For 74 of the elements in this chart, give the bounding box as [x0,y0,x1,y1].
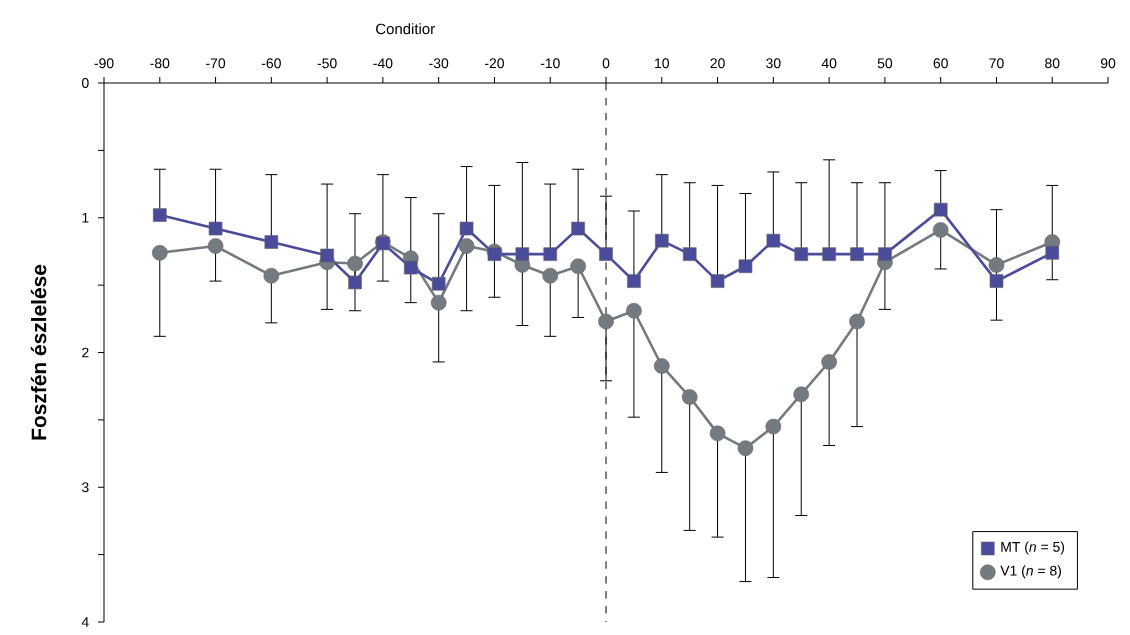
point [849,313,865,330]
point [627,274,641,288]
x-tick-label: 60 [933,58,948,69]
point [152,208,167,222]
point [710,274,725,288]
x-tick-label: -50 [317,58,337,69]
x-tick-label: 30 [766,58,781,69]
x-tick-label: 90 [1100,58,1116,69]
point [571,221,585,236]
point [932,222,949,238]
y-tick-label: 1 [82,212,89,223]
point [737,440,754,456]
point [430,294,447,311]
point [570,258,586,275]
y-tick-label: 2 [82,347,89,358]
point [878,247,892,261]
x-tick-label: 80 [1045,58,1060,69]
x-tick-label: -80 [150,58,170,69]
point [543,247,558,261]
x-tick-label: 0 [602,58,610,69]
point [348,275,362,290]
point [822,247,836,261]
point [655,233,669,248]
point [263,267,280,284]
x-tick-label: -10 [540,58,560,69]
point [988,257,1005,273]
point [208,221,223,236]
point [431,276,446,291]
point [821,354,837,370]
x-tick-label: -70 [206,58,226,69]
x-tick-label: -60 [261,58,281,69]
legend-label: V1 (n = 8) [1000,565,1062,579]
point [151,244,168,261]
point [598,313,614,330]
point [320,248,334,263]
point [515,247,530,261]
point [458,238,475,254]
point [403,260,418,275]
x-tick-label: 50 [877,58,893,69]
x-tick-label: -40 [373,58,393,69]
point [264,235,279,249]
point [487,247,502,261]
point [459,221,474,236]
point [681,389,698,405]
point [850,247,864,261]
point [682,247,697,261]
x-axis-title: Conditior [376,23,435,35]
x-tick-label: 70 [989,58,1004,69]
x-tick-label: -30 [429,58,449,69]
point [709,425,726,442]
point [654,358,670,374]
point [989,274,1004,288]
y-tick-label: 4 [81,617,89,627]
x-tick-label: 10 [655,58,670,69]
point [207,238,224,254]
point [347,255,363,272]
point [765,418,782,435]
point [738,259,753,274]
point [542,267,559,284]
x-tick-label: -90 [94,58,114,69]
point [1045,245,1060,260]
point [933,202,948,217]
point [766,233,781,248]
y-tick-label: 3 [82,482,89,493]
point [793,386,810,403]
legend-label: MT (n = 5) [1001,541,1065,555]
y-tick-label: 0 [82,78,89,88]
point [599,247,613,261]
point [626,302,642,319]
point [794,247,809,261]
x-tick-label: 20 [710,58,725,69]
y-axis-title: Foszfén észlelése [30,264,47,440]
x-tick-label: 40 [821,58,837,69]
x-tick-label: -20 [485,58,505,69]
